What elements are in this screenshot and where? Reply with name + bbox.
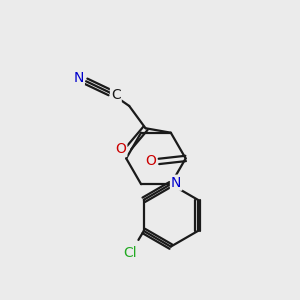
Text: N: N [74, 71, 84, 85]
Text: O: O [116, 142, 126, 156]
Text: O: O [145, 154, 156, 168]
Text: N: N [171, 176, 181, 190]
Text: C: C [111, 88, 121, 102]
Text: Cl: Cl [124, 246, 137, 260]
